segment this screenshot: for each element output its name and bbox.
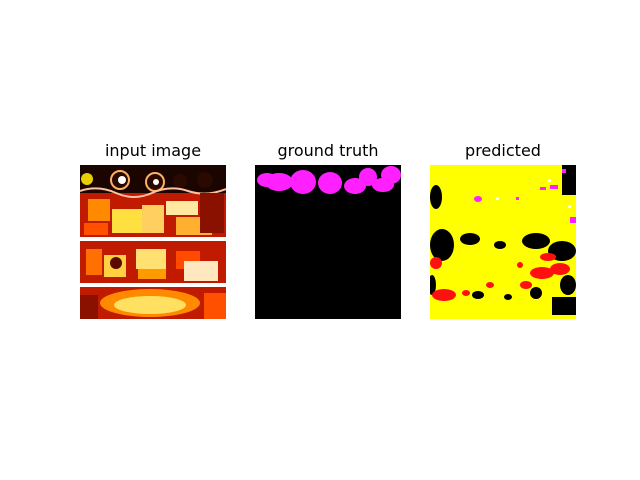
ground-truth-mask (255, 165, 401, 319)
ground-truth-panel (255, 165, 401, 319)
input-image (80, 165, 226, 319)
predicted-panel (430, 165, 576, 319)
panel-title-ground-truth: ground truth (277, 141, 379, 160)
panel-title-predicted: predicted (465, 141, 541, 160)
panel-title-input-image: input image (104, 141, 202, 160)
input-image-panel (80, 165, 226, 319)
predicted-mask (430, 165, 576, 319)
